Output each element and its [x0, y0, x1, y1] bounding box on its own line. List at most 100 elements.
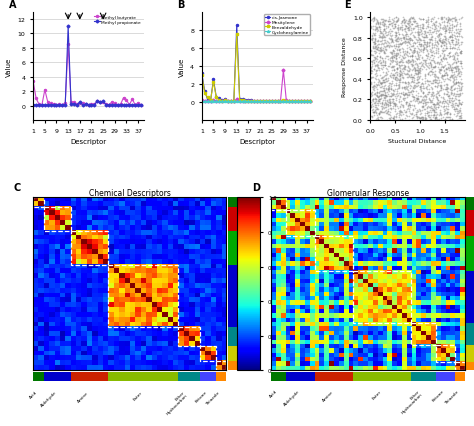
Point — [392, 19, 400, 26]
Point — [411, 54, 419, 60]
Cyclohexylamine — [199, 99, 205, 104]
Point — [406, 37, 414, 44]
Point — [446, 93, 453, 100]
Point — [453, 89, 461, 95]
Point — [430, 15, 438, 22]
Point — [387, 86, 395, 93]
Point — [371, 33, 378, 40]
Point — [436, 38, 443, 45]
Methyl propionate — [74, 103, 80, 108]
Point — [448, 75, 456, 82]
Point — [438, 65, 445, 72]
Point — [421, 34, 429, 41]
Point — [427, 19, 435, 26]
Point — [446, 34, 454, 41]
Point — [401, 95, 408, 102]
Point — [444, 115, 452, 121]
Point — [389, 92, 397, 98]
Point — [427, 47, 434, 54]
Point — [409, 60, 417, 66]
Point — [374, 106, 382, 113]
Point — [380, 35, 388, 41]
Point — [404, 65, 411, 72]
Point — [448, 54, 456, 60]
Point — [368, 107, 376, 114]
Point — [441, 86, 449, 93]
Point — [400, 63, 407, 69]
Point — [373, 19, 381, 26]
Point — [418, 42, 425, 49]
Cyclohexylamine — [289, 99, 295, 104]
Point — [406, 20, 414, 26]
Point — [407, 102, 414, 109]
Bar — [108, 372, 178, 382]
Methyl propionate — [59, 103, 65, 108]
Point — [406, 85, 413, 92]
Point — [371, 90, 379, 97]
Point — [387, 58, 395, 65]
Bar — [466, 271, 474, 323]
Point — [386, 85, 393, 92]
Point — [432, 76, 439, 83]
Point — [443, 42, 450, 49]
Point — [396, 85, 403, 92]
Point — [452, 81, 460, 88]
Methyl butyrate — [42, 88, 48, 93]
Mesitylene — [243, 99, 248, 104]
Point — [401, 109, 409, 116]
Point — [436, 39, 444, 46]
Mesitylene — [228, 99, 234, 104]
Bar — [466, 345, 474, 362]
Point — [443, 110, 450, 117]
Point — [430, 93, 438, 100]
Point — [439, 99, 447, 106]
Point — [456, 99, 463, 106]
Point — [414, 68, 421, 75]
Point — [431, 40, 439, 46]
Point — [379, 60, 386, 66]
Point — [431, 79, 438, 86]
Point — [452, 66, 460, 72]
Point — [420, 35, 428, 41]
Point — [437, 31, 444, 37]
Point — [410, 45, 418, 52]
Point — [409, 115, 416, 122]
Methyl propionate — [97, 100, 103, 105]
Cyclohexylamine — [278, 99, 283, 104]
Point — [406, 105, 413, 112]
Point — [367, 104, 374, 111]
Point — [379, 20, 386, 27]
Point — [420, 106, 428, 113]
Point — [411, 30, 419, 37]
Point — [427, 55, 434, 62]
Point — [424, 71, 432, 78]
Point — [389, 100, 397, 107]
Bar — [228, 347, 238, 361]
Point — [419, 115, 426, 121]
Point — [444, 84, 451, 91]
Mesitylene — [298, 99, 304, 104]
Point — [372, 46, 379, 53]
Point — [403, 86, 411, 93]
Point — [410, 113, 418, 120]
cis-Jasmone — [240, 98, 246, 103]
Point — [431, 116, 438, 123]
Point — [399, 40, 406, 47]
Point — [448, 40, 456, 46]
Point — [457, 26, 465, 33]
Point — [432, 31, 440, 37]
Point — [439, 56, 447, 63]
Point — [406, 66, 414, 73]
Point — [419, 35, 427, 42]
Point — [455, 109, 463, 116]
Point — [403, 31, 411, 38]
Point — [373, 67, 380, 74]
Point — [392, 102, 399, 109]
Point — [432, 112, 440, 119]
Point — [428, 40, 436, 47]
Point — [447, 30, 455, 37]
Point — [374, 82, 381, 89]
Point — [400, 97, 407, 104]
Methyl butyrate — [74, 102, 80, 107]
Point — [437, 88, 445, 95]
